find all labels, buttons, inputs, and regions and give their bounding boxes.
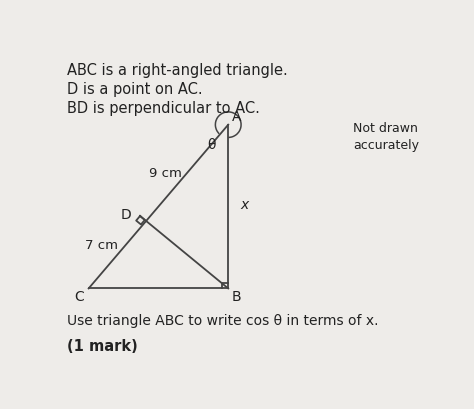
Text: B: B [231, 290, 241, 304]
Text: 7 cm: 7 cm [85, 239, 118, 252]
Text: Not drawn
accurately: Not drawn accurately [353, 122, 419, 152]
Text: C: C [74, 290, 84, 304]
Text: (1 mark): (1 mark) [66, 339, 137, 354]
Text: A: A [232, 110, 241, 124]
Text: θ: θ [208, 138, 216, 152]
Text: Use triangle ABC to write cos θ in terms of x.: Use triangle ABC to write cos θ in terms… [66, 315, 378, 328]
Text: BD is perpendicular to AC.: BD is perpendicular to AC. [66, 101, 259, 116]
Text: 9 cm: 9 cm [149, 167, 182, 180]
Text: ABC is a right-angled triangle.: ABC is a right-angled triangle. [66, 63, 287, 78]
Text: x: x [240, 198, 248, 212]
Text: D is a point on AC.: D is a point on AC. [66, 82, 202, 97]
Text: D: D [121, 208, 131, 222]
